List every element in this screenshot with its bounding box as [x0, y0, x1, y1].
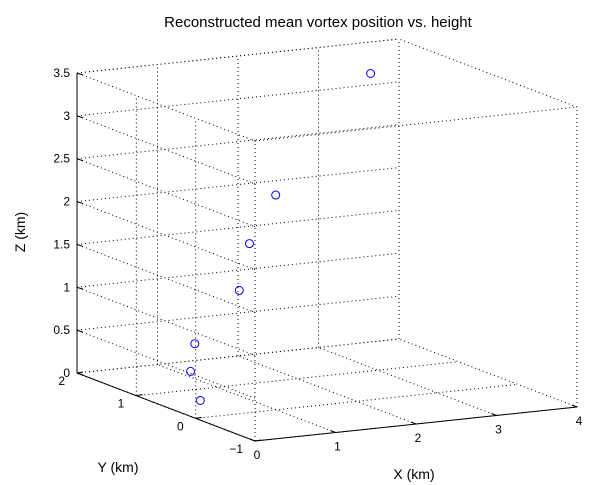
grid-line [76, 158, 256, 228]
data-point [244, 239, 254, 249]
z-tick-label: 2.5 [53, 152, 70, 166]
grid-line [237, 355, 417, 425]
grid-line [76, 124, 400, 160]
y-tick [254, 439, 262, 442]
grid-line [76, 167, 400, 203]
grid-line [76, 115, 256, 185]
grid-line [157, 364, 336, 433]
box-edge [398, 38, 578, 108]
z-tick [76, 329, 84, 333]
x-tick [330, 430, 336, 433]
y-axis-label: Y (km) [98, 459, 139, 475]
x-tick-label: 3 [495, 423, 502, 437]
x-tick [571, 404, 578, 408]
z-tick-label: 0 [63, 366, 70, 380]
data-point [271, 190, 281, 200]
grid-lines [76, 38, 578, 442]
y-axis-line [76, 372, 256, 442]
x-tick-label: 4 [576, 414, 583, 428]
y-tick-label: 1 [118, 397, 125, 411]
x-tick-label: 2 [415, 431, 422, 445]
z-tick [76, 286, 84, 290]
x-tick-label: 0 [254, 448, 261, 462]
grid-line [76, 81, 400, 117]
y-tick-label: −1 [229, 442, 243, 456]
y-tick-label: 0 [177, 419, 184, 433]
z-tick-label: 1 [63, 280, 70, 294]
z-tick [76, 372, 84, 376]
z-axis-label: Z (km) [12, 212, 28, 252]
z-tick [76, 201, 84, 205]
x-tick-label: 1 [334, 440, 341, 454]
data-point [195, 395, 205, 405]
z-tick-label: 2 [63, 195, 70, 209]
data-point [190, 339, 200, 349]
grid-line [76, 252, 400, 288]
grid-line [318, 347, 497, 416]
grid-line [76, 286, 256, 356]
axes [76, 72, 578, 442]
z-tick-label: 3 [63, 109, 70, 123]
z-tick [76, 243, 84, 247]
y-tick [195, 416, 202, 419]
data-point [186, 366, 196, 376]
data-points [186, 68, 376, 405]
y-tick [136, 394, 143, 397]
z-tick-label: 1.5 [53, 237, 70, 251]
box-edge [254, 106, 578, 142]
y-tick-label: 2 [58, 374, 65, 388]
grid-line [195, 383, 518, 419]
x-tick [410, 421, 417, 425]
grid-line [136, 361, 459, 397]
grid-line [76, 72, 256, 142]
grid-line [76, 329, 256, 399]
data-point [234, 285, 244, 295]
grid-line [76, 295, 400, 331]
grid-line [76, 243, 256, 313]
x-axis-label: X (km) [393, 466, 434, 482]
data-point [366, 68, 376, 78]
x-tick [249, 438, 256, 442]
x-tick [491, 413, 497, 416]
grid-line [398, 338, 578, 408]
grid-line [76, 201, 256, 271]
z-tick [76, 115, 84, 119]
z-tick-label: 0.5 [53, 323, 70, 337]
z-tick-label: 3.5 [53, 66, 70, 80]
z-tick [76, 158, 84, 162]
z-tick [76, 72, 84, 76]
chart-title: Reconstructed mean vortex position vs. h… [164, 14, 472, 31]
